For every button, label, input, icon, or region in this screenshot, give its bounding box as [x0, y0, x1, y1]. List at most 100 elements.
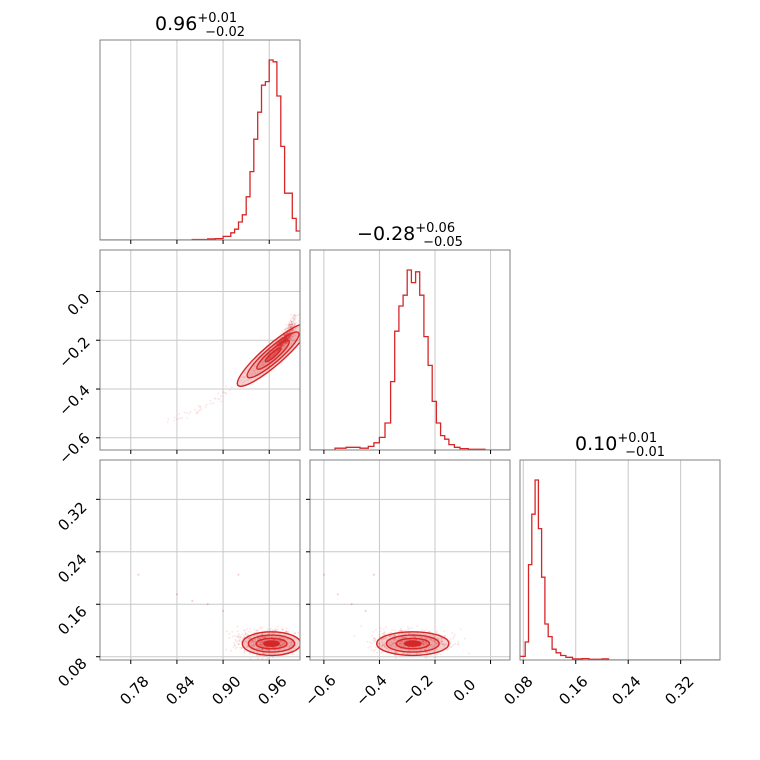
scatter-point — [283, 334, 286, 336]
scatter-point — [281, 344, 284, 347]
scatter-point — [408, 627, 411, 630]
scatter-point — [220, 395, 222, 398]
scatter-point — [189, 410, 192, 413]
scatter-point — [421, 636, 423, 639]
scatter-point — [431, 646, 434, 649]
scatter-point — [290, 329, 293, 332]
scatter-point — [401, 640, 403, 642]
scatter-point — [395, 646, 398, 649]
scatter-point — [281, 339, 283, 342]
scatter-point — [283, 328, 286, 331]
scatter-point — [244, 633, 247, 636]
scatter-point — [417, 632, 420, 635]
scatter-point — [285, 337, 287, 340]
scatter-point — [288, 325, 290, 327]
scatter-point — [423, 642, 426, 644]
scatter-point — [425, 643, 428, 646]
scatter-point — [286, 332, 289, 335]
scatter-point — [288, 323, 291, 325]
scatter-point — [264, 649, 267, 652]
x-tick-label: 0.0 — [450, 676, 480, 706]
scatter-point — [230, 386, 233, 389]
scatter-point — [279, 640, 282, 642]
scatter-point — [256, 661, 258, 663]
scatter-point — [430, 639, 433, 642]
scatter-point — [288, 336, 290, 339]
scatter-point — [244, 371, 246, 374]
scatter-point — [275, 636, 278, 638]
scatter-point — [281, 344, 284, 347]
scatter-point — [290, 326, 293, 328]
scatter-point — [256, 634, 258, 637]
scatter-point — [289, 649, 292, 652]
scatter-point — [243, 629, 246, 632]
scatter-point — [252, 640, 255, 643]
scatter-point — [451, 645, 453, 648]
scatter-point — [281, 344, 284, 347]
scatter-point — [446, 649, 449, 651]
scatter-point — [285, 342, 288, 345]
scatter-point — [225, 385, 228, 388]
scatter-outlier — [336, 593, 339, 596]
scatter-point — [401, 636, 404, 639]
scatter-point — [238, 639, 241, 642]
scatter-point — [289, 325, 292, 328]
scatter-point — [402, 642, 404, 644]
scatter-point — [383, 644, 386, 647]
scatter-point — [290, 317, 293, 320]
scatter-point — [381, 644, 384, 647]
scatter-point — [258, 637, 260, 640]
scatter-point — [290, 326, 293, 329]
scatter-point — [294, 334, 296, 337]
scatter-point — [289, 334, 291, 337]
axes-frame — [309, 249, 511, 451]
scatter-point — [288, 336, 291, 339]
scatter-point — [251, 639, 254, 642]
scatter-point — [239, 638, 242, 640]
scatter-point — [251, 641, 253, 643]
scatter-point — [261, 640, 264, 642]
scatter-point — [264, 636, 267, 638]
scatter-point — [274, 344, 277, 347]
scatter-point — [286, 327, 289, 330]
scatter-point — [402, 652, 404, 655]
scatter-point — [288, 323, 291, 325]
x-tick-label: 0.16 — [555, 672, 591, 708]
y-tick-label: 0.32 — [54, 498, 90, 534]
x-tick-label: −0.4 — [352, 671, 390, 709]
scatter-point — [378, 642, 380, 645]
scatter-point — [425, 651, 428, 654]
scatter-point — [408, 638, 411, 641]
y-tick-label: 0.24 — [54, 550, 90, 586]
scatter-point — [257, 637, 260, 640]
scatter-point — [288, 338, 291, 341]
scatter-point — [457, 643, 460, 646]
scatter-point — [234, 635, 237, 638]
scatter-point — [433, 635, 436, 638]
scatter-point — [440, 642, 443, 645]
scatter-point — [261, 648, 264, 651]
scatter-point — [278, 341, 281, 344]
scatter-point — [236, 636, 239, 639]
scatter-point — [204, 405, 207, 408]
scatter-point — [289, 323, 292, 326]
scatter-point — [276, 639, 279, 641]
scatter-point — [280, 345, 283, 347]
scatter-point — [265, 646, 268, 648]
scatter-point — [262, 648, 264, 651]
scatter-point — [425, 633, 427, 636]
scatter-point — [386, 647, 388, 650]
contour-level — [236, 322, 300, 388]
scatter-point — [288, 650, 291, 653]
scatter-point — [381, 645, 383, 648]
scatter-point — [400, 629, 403, 632]
scatter-point — [244, 376, 246, 379]
scatter-point — [288, 324, 291, 326]
scatter-point — [391, 643, 394, 645]
scatter-point — [285, 337, 288, 340]
scatter-point — [376, 651, 379, 654]
scatter-point — [177, 417, 180, 420]
scatter-point — [244, 639, 247, 642]
scatter-point — [440, 637, 443, 639]
scatter-point — [257, 644, 260, 646]
